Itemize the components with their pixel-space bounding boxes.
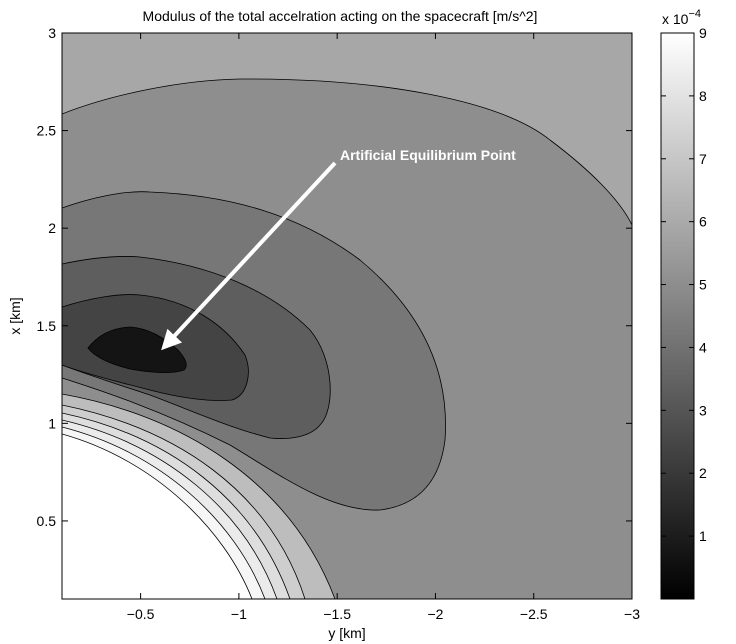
- colorbar-exponent-power: −4: [688, 8, 701, 20]
- colorbar-tick-label: 8: [699, 88, 707, 104]
- annotation-arrow: [161, 161, 337, 351]
- colorbar-tick-label: 4: [699, 339, 707, 355]
- y-tick-label: 1: [48, 415, 56, 431]
- chart-title: Modulus of the total accelration acting …: [143, 8, 538, 24]
- y-tick-label: 1.5: [37, 318, 57, 334]
- x-tick-label: −3: [624, 606, 640, 622]
- x-tick-label: −0.5: [127, 606, 155, 622]
- plot-frame: [61, 32, 633, 600]
- colorbar-tick-label: 2: [699, 465, 707, 481]
- y-tick-label: 3: [48, 25, 56, 41]
- x-tick-label: −1.5: [323, 606, 351, 622]
- colorbar-tick-label: 6: [699, 214, 707, 230]
- contour-body-region: [62, 433, 253, 599]
- colorbar-tick-label: 5: [699, 277, 707, 293]
- y-tick-label: 2.5: [37, 123, 57, 139]
- colorbar-tick-label: 7: [699, 151, 707, 167]
- x-axis: −0.5 −1 −1.5 −2 −2.5 −3: [127, 33, 640, 622]
- annotation-label: Artificial Equilibrium Point: [340, 147, 516, 163]
- x-axis-label: y [km]: [328, 625, 365, 641]
- colorbar: [660, 32, 695, 600]
- y-axis-label: x [km]: [7, 297, 23, 334]
- colorbar-tick-label: 1: [699, 528, 707, 544]
- x-tick-label: −1: [231, 606, 247, 622]
- colorbar-tick-label: 9: [699, 25, 707, 41]
- x-tick-label: −2.5: [520, 606, 548, 622]
- y-axis: 0.5 1 1.5 2 2.5 3: [37, 25, 632, 529]
- y-tick-label: 2: [48, 220, 56, 236]
- contour-fills: [62, 33, 632, 599]
- colorbar-axis: 1 2 3 4 5 6 7 8 9: [661, 25, 707, 544]
- x-tick-label: −2: [427, 606, 443, 622]
- colorbar-tick-label: 3: [699, 402, 707, 418]
- colorbar-exponent-base: x 10: [662, 11, 689, 27]
- colorbar-exponent: x 10−4: [662, 8, 701, 27]
- y-tick-label: 0.5: [37, 513, 57, 529]
